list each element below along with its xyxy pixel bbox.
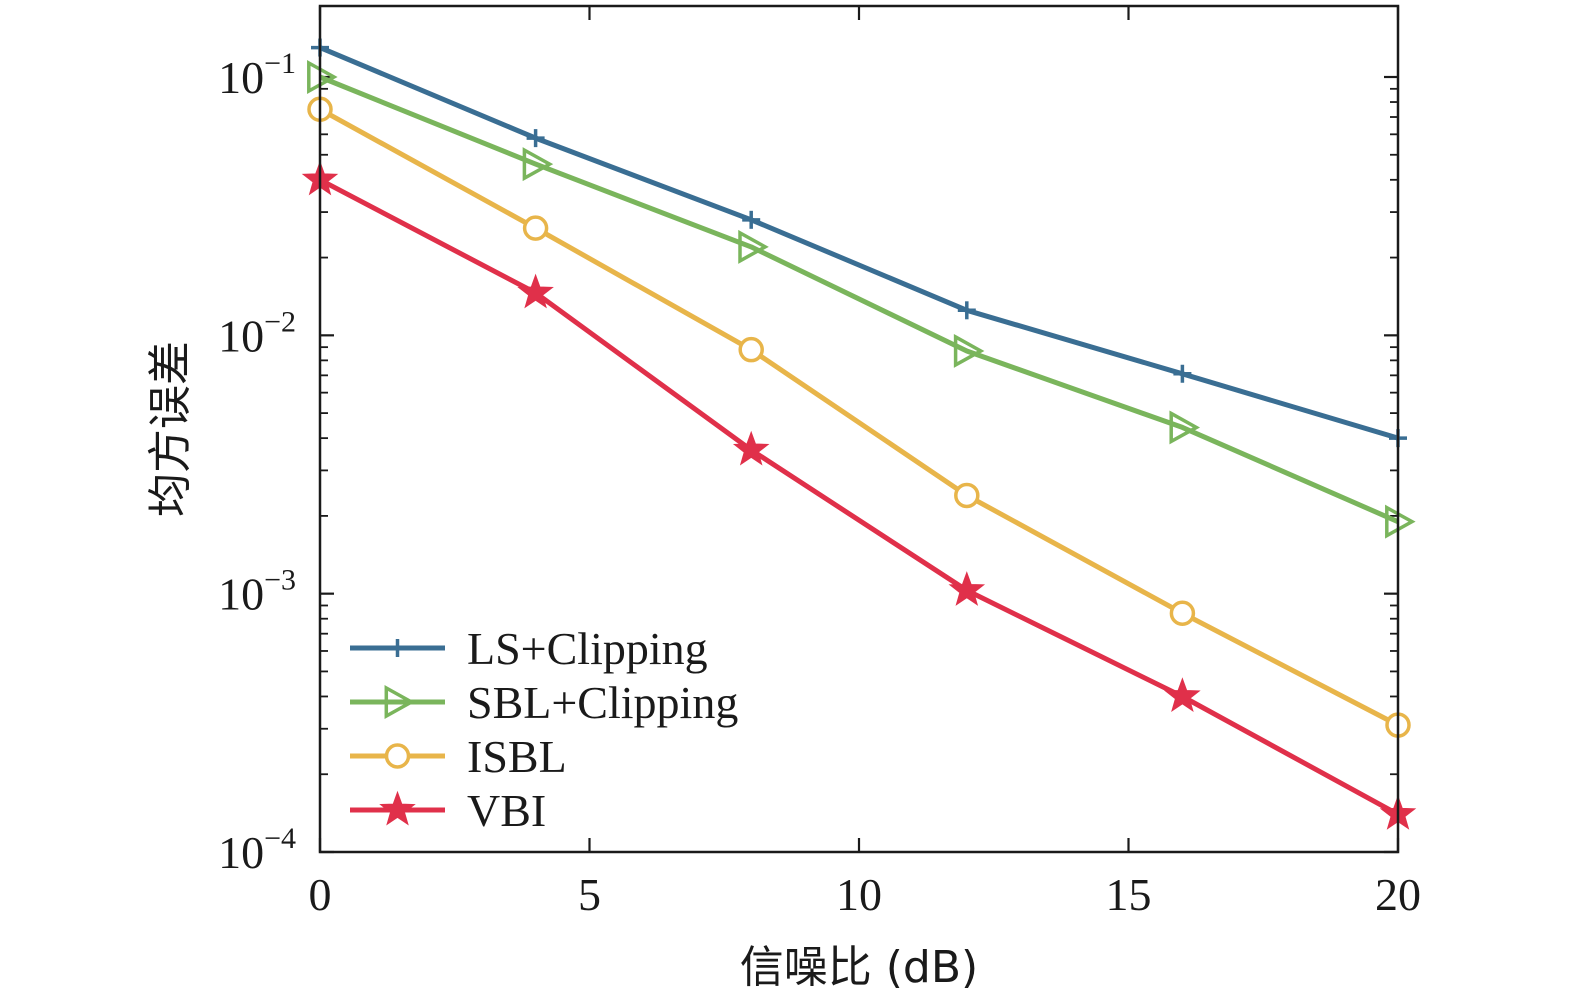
y-tick-labels: 10−1 10−2 10−3 10−4 [218, 47, 296, 878]
series-layer [301, 38, 1417, 830]
data-point-sbl-clipping [953, 333, 985, 368]
series-line-vbi [318, 177, 1400, 817]
legend-label: LS+Clipping [467, 623, 708, 674]
data-point-isbl [738, 336, 764, 363]
legend-marker [388, 639, 407, 657]
y-tick-label: 10−3 [218, 564, 296, 620]
data-point-sbl-clipping [1169, 410, 1201, 445]
x-tick-label: 15 [1106, 869, 1152, 920]
data-point-vbi [732, 430, 770, 466]
legend-marker [379, 790, 416, 826]
legend-marker [384, 685, 416, 719]
data-point-vbi [517, 273, 554, 309]
data-point-vbi [948, 571, 986, 606]
data-point-sbl-clipping [522, 147, 554, 182]
series-line-isbl [318, 107, 1400, 728]
x-tick-label: 0 [309, 869, 332, 920]
y-tick-label: 10−2 [218, 305, 296, 361]
plot-area-frame [318, 4, 1400, 854]
x-tick-label: 10 [836, 869, 882, 920]
data-point-sbl-clipping [307, 60, 338, 94]
data-point-ls-clipping [526, 129, 545, 148]
data-point-vbi [1164, 677, 1201, 712]
x-tick-labels: 0 5 10 15 20 [309, 869, 1422, 920]
y-axis-title: 均方误差 [145, 341, 196, 517]
x-tick-label: 20 [1375, 869, 1421, 920]
legend-marker [384, 743, 411, 769]
y-tick-label: 10−4 [218, 822, 296, 878]
series-line-ls-clipping [319, 45, 1399, 441]
data-point-ls-clipping [742, 210, 761, 229]
data-point-isbl [954, 482, 980, 509]
legend-label: ISBL [467, 731, 567, 782]
legend-item-vbi: VBI [350, 785, 546, 836]
x-tick-label: 5 [578, 869, 601, 920]
data-point-isbl [1169, 600, 1196, 626]
data-point-sbl-clipping [738, 229, 769, 264]
data-point-ls-clipping [1173, 364, 1192, 383]
data-point-ls-clipping [957, 301, 976, 320]
series-ls-clipping [311, 38, 1407, 448]
legend-label: SBL+Clipping [467, 677, 738, 728]
data-point-sbl-clipping [1385, 504, 1416, 539]
legend-item-ls-clipping: LS+Clipping [350, 623, 708, 674]
legend-item-isbl: ISBL [350, 731, 567, 782]
legend-item-sbl-clipping: SBL+Clipping [350, 677, 738, 728]
x-axis-title: 信噪比 (dB) [740, 942, 978, 993]
y-tick-label: 10−1 [218, 47, 296, 103]
data-point-isbl [522, 215, 549, 241]
series-line-sbl-clipping [319, 74, 1400, 524]
series-isbl [307, 96, 1411, 738]
legend-label: VBI [467, 785, 546, 836]
series-sbl-clipping [307, 60, 1416, 539]
